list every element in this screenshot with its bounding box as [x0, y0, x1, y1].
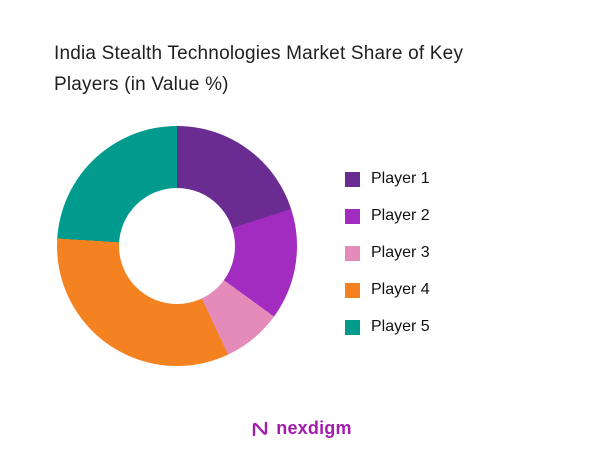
legend-swatch-player-4	[345, 282, 360, 298]
legend: Player 1 Player 2 Player 3 Player 4 Play…	[345, 170, 430, 336]
legend-item-player-1: Player 1	[345, 170, 430, 188]
legend-swatch-player-1	[345, 171, 360, 187]
legend-label: Player 1	[371, 170, 430, 187]
brand-footer: nexdigm	[0, 418, 602, 439]
legend-swatch-player-5	[345, 319, 360, 335]
legend-swatch-player-2	[345, 208, 360, 224]
legend-label: Player 5	[371, 318, 430, 335]
chart-title: India Stealth Technologies Market Share …	[54, 43, 464, 96]
legend-label: Player 2	[371, 207, 430, 224]
legend-item-player-4: Player 4	[345, 281, 430, 299]
legend-swatch-player-3	[345, 245, 360, 261]
legend-label: Player 3	[371, 244, 430, 261]
nexdigm-logo-icon	[250, 419, 270, 439]
legend-item-player-2: Player 2	[345, 207, 430, 225]
legend-item-player-3: Player 3	[345, 244, 430, 262]
brand-name: nexdigm	[276, 418, 352, 438]
legend-label: Player 4	[371, 281, 430, 298]
legend-item-player-5: Player 5	[345, 318, 430, 336]
donut-hole	[119, 188, 235, 304]
